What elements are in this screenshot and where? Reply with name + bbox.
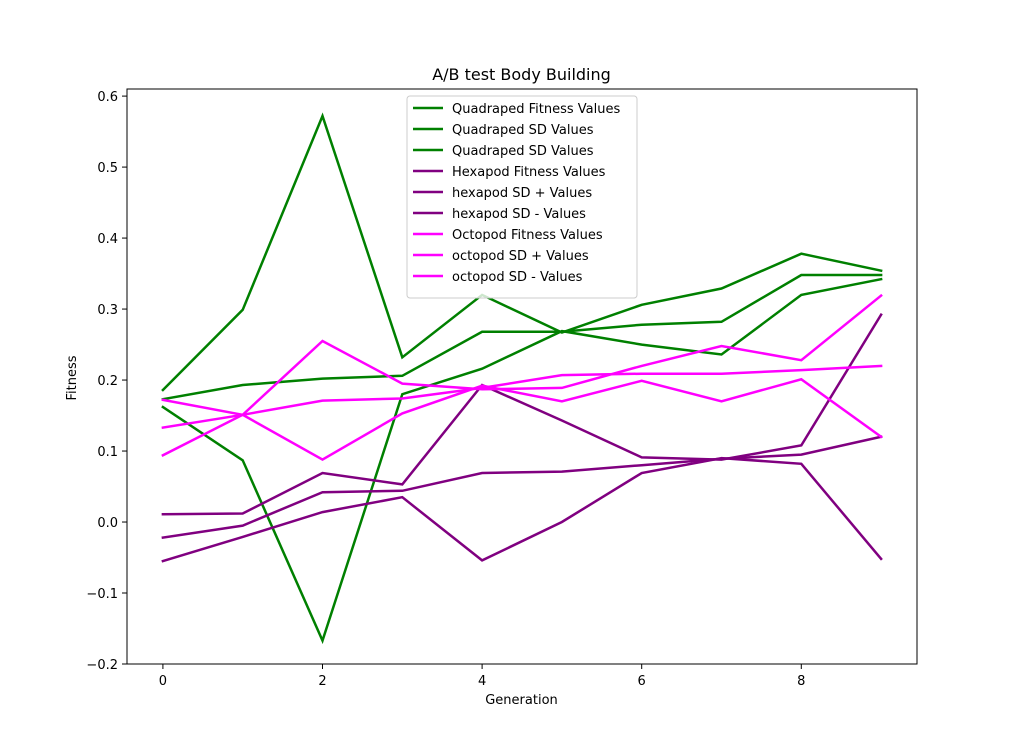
- legend-box: [406, 95, 638, 299]
- series-line-3: [161, 277, 883, 645]
- chart-title: A/B test Body Building: [432, 65, 611, 84]
- legend-label: octopod SD + Values: [452, 249, 589, 264]
- y-tick-label: 0.4: [97, 232, 118, 247]
- y-tick-label: 0.1: [97, 445, 118, 460]
- y-tick-label: −0.1: [86, 587, 118, 602]
- legend-label: Octopod Fitness Values: [452, 228, 603, 243]
- series-line-8: [161, 293, 883, 417]
- x-tick-label: 2: [318, 674, 326, 689]
- legend-label: octopod SD - Values: [452, 270, 583, 285]
- legend-label: Hexapod Fitness Values: [452, 165, 606, 180]
- x-tick-label: 6: [638, 674, 646, 689]
- x-tick-label: 0: [159, 674, 167, 689]
- series-line-1: [161, 273, 883, 401]
- y-axis-label: Fitness: [65, 355, 80, 400]
- y-tick-label: −0.2: [86, 658, 118, 673]
- x-tick-label: 4: [478, 674, 486, 689]
- legend-label: hexapod SD + Values: [452, 186, 592, 201]
- series-line-7: [161, 364, 883, 430]
- x-tick-label: 8: [797, 674, 805, 689]
- legend-label: hexapod SD - Values: [452, 207, 586, 222]
- y-axis: −0.2 −0.1 0.0 0.1 0.2 0.3 0.4 0.5 0.6: [86, 90, 127, 673]
- legend-label: Quadraped SD Values: [452, 123, 594, 138]
- plot-lines: [161, 112, 883, 645]
- series-line-6: [161, 456, 883, 563]
- legend-label: Quadraped Fitness Values: [452, 102, 620, 117]
- legend: Quadraped Fitness Values Quadraped SD Val…: [406, 95, 638, 299]
- y-tick-label: 0.3: [97, 303, 118, 318]
- legend-label: Quadraped SD Values: [452, 144, 594, 159]
- series-line-2: [161, 112, 883, 392]
- y-tick-label: 0.5: [97, 161, 118, 176]
- series-line-4: [161, 435, 883, 540]
- y-tick-label: 0.6: [97, 90, 118, 105]
- y-tick-label: 0.2: [97, 374, 118, 389]
- y-tick-label: 0.0: [97, 516, 118, 531]
- series-line-5: [161, 312, 883, 516]
- x-axis: 0 2 4 6 8: [159, 664, 805, 689]
- plot-frame: [126, 88, 918, 665]
- x-axis-label: Generation: [485, 693, 558, 708]
- series-line-9: [161, 377, 883, 462]
